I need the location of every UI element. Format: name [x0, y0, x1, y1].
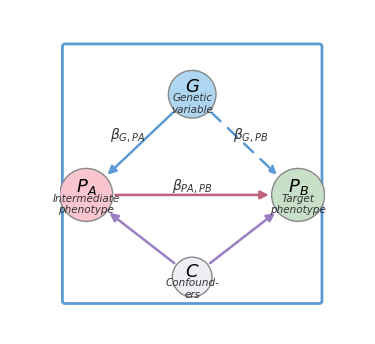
Text: $\mathbf{\mathit{C}}$: $\mathbf{\mathit{C}}$ [185, 263, 200, 281]
Text: Target
phenotype: Target phenotype [270, 194, 326, 215]
Text: $\mathbf{\mathit{P}}_{\mathbf{\mathit{B}}}$: $\mathbf{\mathit{P}}_{\mathbf{\mathit{B}… [288, 177, 309, 197]
Text: Genetic
variable: Genetic variable [171, 94, 213, 115]
Circle shape [60, 169, 113, 222]
Text: Confound-
ers: Confound- ers [165, 278, 219, 300]
Text: Intermediate
phenotype: Intermediate phenotype [53, 194, 120, 215]
Text: $\mathbf{\mathit{P}}_{\mathbf{\mathit{A}}}$: $\mathbf{\mathit{P}}_{\mathbf{\mathit{A}… [76, 177, 97, 197]
Circle shape [168, 71, 216, 118]
Circle shape [172, 257, 212, 297]
Text: $\mathbf{\mathit{G}}$: $\mathbf{\mathit{G}}$ [184, 78, 200, 96]
Text: $\beta_{PA,PB}$: $\beta_{PA,PB}$ [172, 176, 212, 195]
Circle shape [272, 169, 325, 222]
Text: $\beta_{G,PA}$: $\beta_{G,PA}$ [110, 126, 145, 144]
Text: $\beta_{G,PB}$: $\beta_{G,PB}$ [233, 126, 268, 144]
